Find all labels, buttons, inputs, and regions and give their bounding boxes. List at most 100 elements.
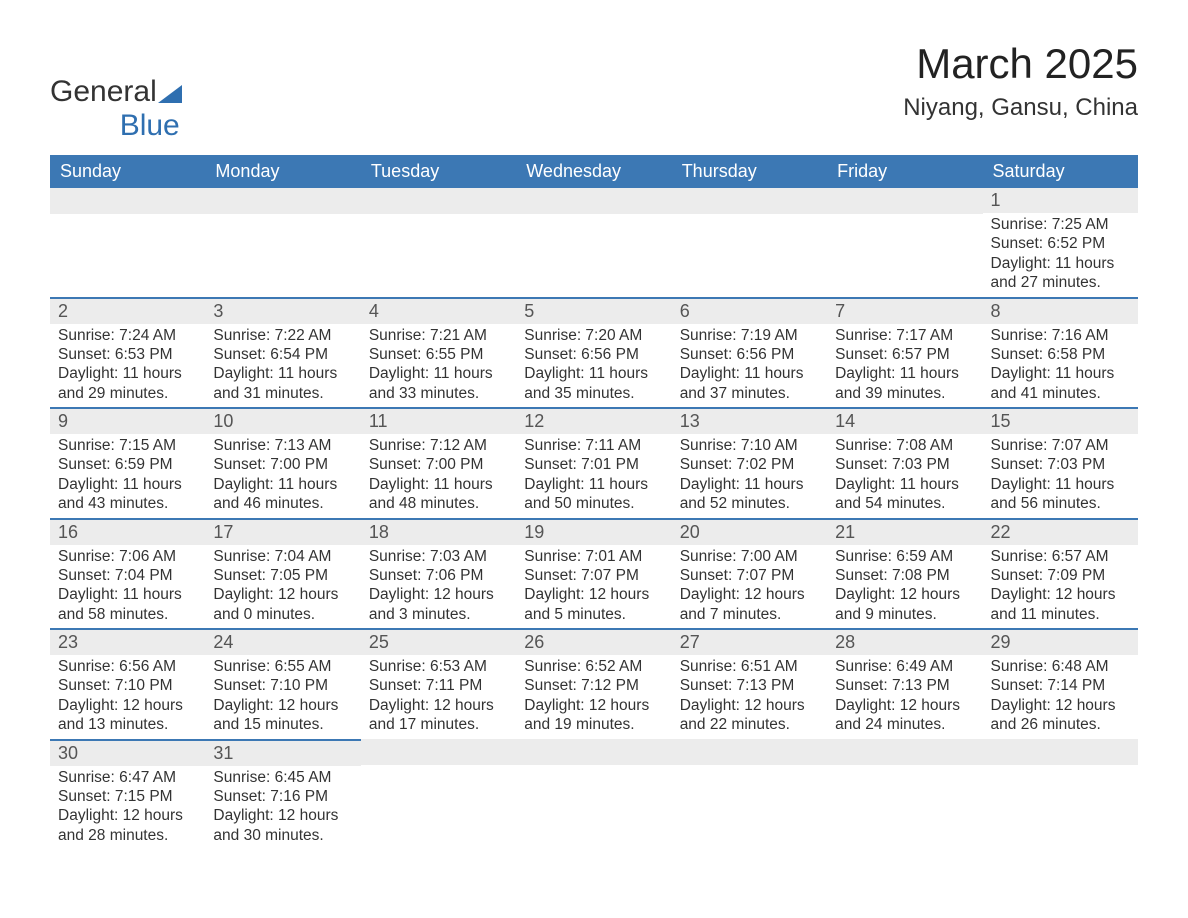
sunrise-text: Sunrise: 7:17 AM [835,326,974,345]
sunrise-text: Sunrise: 7:12 AM [369,436,508,455]
daylight-text-1: Daylight: 11 hours [58,475,197,494]
sunrise-text: Sunrise: 6:55 AM [213,657,352,676]
calendar-cell: 8Sunrise: 7:16 AMSunset: 6:58 PMDaylight… [983,297,1138,408]
day-number-empty [516,188,671,214]
daylight-text-1: Daylight: 11 hours [369,364,508,383]
sunrise-text: Sunrise: 6:51 AM [680,657,819,676]
calendar-cell: 24Sunrise: 6:55 AMSunset: 7:10 PMDayligh… [205,628,360,739]
day-number-empty [827,188,982,214]
day-number-empty [50,188,205,214]
day-number-empty [672,188,827,214]
calendar-cell: 28Sunrise: 6:49 AMSunset: 7:13 PMDayligh… [827,628,982,739]
calendar-cell: 13Sunrise: 7:10 AMSunset: 7:02 PMDayligh… [672,407,827,518]
day-number-empty [361,739,516,765]
sunset-text: Sunset: 6:59 PM [58,455,197,474]
day-body: Sunrise: 7:17 AMSunset: 6:57 PMDaylight:… [827,324,982,408]
calendar-header-row: Sunday Monday Tuesday Wednesday Thursday… [50,155,1138,188]
col-saturday: Saturday [983,155,1138,188]
sunset-text: Sunset: 6:56 PM [680,345,819,364]
daylight-text-1: Daylight: 12 hours [991,585,1130,604]
sunset-text: Sunset: 7:08 PM [835,566,974,585]
day-number: 18 [361,520,516,545]
daylight-text-2: and 28 minutes. [58,826,197,845]
day-body: Sunrise: 6:48 AMSunset: 7:14 PMDaylight:… [983,655,1138,739]
day-number: 19 [516,520,671,545]
daylight-text-2: and 26 minutes. [991,715,1130,734]
day-body: Sunrise: 7:04 AMSunset: 7:05 PMDaylight:… [205,545,360,629]
sunset-text: Sunset: 7:10 PM [58,676,197,695]
day-body: Sunrise: 6:49 AMSunset: 7:13 PMDaylight:… [827,655,982,739]
sunrise-text: Sunrise: 7:19 AM [680,326,819,345]
calendar-cell [361,188,516,297]
sunrise-text: Sunrise: 7:15 AM [58,436,197,455]
day-body: Sunrise: 7:24 AMSunset: 6:53 PMDaylight:… [50,324,205,408]
daylight-text-2: and 50 minutes. [524,494,663,513]
day-body-empty [672,214,827,290]
daylight-text-1: Daylight: 11 hours [213,475,352,494]
day-number: 20 [672,520,827,545]
sunrise-text: Sunrise: 7:03 AM [369,547,508,566]
calendar-cell [672,188,827,297]
sunset-text: Sunset: 7:00 PM [369,455,508,474]
day-number: 3 [205,299,360,324]
daylight-text-2: and 39 minutes. [835,384,974,403]
day-number-empty [827,739,982,765]
sunset-text: Sunset: 7:12 PM [524,676,663,695]
day-number-empty [361,188,516,214]
sunrise-text: Sunrise: 7:24 AM [58,326,197,345]
sunrise-text: Sunrise: 6:49 AM [835,657,974,676]
sunrise-text: Sunrise: 6:59 AM [835,547,974,566]
sunrise-text: Sunrise: 6:53 AM [369,657,508,676]
daylight-text-2: and 13 minutes. [58,715,197,734]
calendar-cell: 17Sunrise: 7:04 AMSunset: 7:05 PMDayligh… [205,518,360,629]
day-body-empty [516,765,671,841]
daylight-text-1: Daylight: 12 hours [369,696,508,715]
page-subtitle: Niyang, Gansu, China [903,94,1138,122]
daylight-text-1: Daylight: 11 hours [524,475,663,494]
calendar-cell: 25Sunrise: 6:53 AMSunset: 7:11 PMDayligh… [361,628,516,739]
sunrise-text: Sunrise: 7:11 AM [524,436,663,455]
day-body-empty [827,765,982,841]
calendar-cell: 19Sunrise: 7:01 AMSunset: 7:07 PMDayligh… [516,518,671,629]
sunset-text: Sunset: 7:10 PM [213,676,352,695]
day-number: 30 [50,741,205,766]
calendar-cell [983,739,1138,850]
daylight-text-2: and 41 minutes. [991,384,1130,403]
sunset-text: Sunset: 7:03 PM [991,455,1130,474]
daylight-text-1: Daylight: 12 hours [991,696,1130,715]
day-body-empty [672,765,827,841]
day-body: Sunrise: 7:07 AMSunset: 7:03 PMDaylight:… [983,434,1138,518]
daylight-text-1: Daylight: 12 hours [213,696,352,715]
day-number: 26 [516,630,671,655]
daylight-text-2: and 48 minutes. [369,494,508,513]
sunset-text: Sunset: 7:09 PM [991,566,1130,585]
sunset-text: Sunset: 7:15 PM [58,787,197,806]
daylight-text-1: Daylight: 11 hours [835,364,974,383]
day-number-empty [672,739,827,765]
daylight-text-2: and 19 minutes. [524,715,663,734]
day-body: Sunrise: 7:19 AMSunset: 6:56 PMDaylight:… [672,324,827,408]
calendar-cell: 27Sunrise: 6:51 AMSunset: 7:13 PMDayligh… [672,628,827,739]
day-number: 27 [672,630,827,655]
sunrise-text: Sunrise: 7:01 AM [524,547,663,566]
calendar-week-row: 23Sunrise: 6:56 AMSunset: 7:10 PMDayligh… [50,628,1138,739]
sunrise-text: Sunrise: 7:22 AM [213,326,352,345]
day-number: 29 [983,630,1138,655]
daylight-text-2: and 54 minutes. [835,494,974,513]
daylight-text-1: Daylight: 11 hours [369,475,508,494]
sunrise-text: Sunrise: 7:08 AM [835,436,974,455]
daylight-text-2: and 37 minutes. [680,384,819,403]
sunset-text: Sunset: 6:53 PM [58,345,197,364]
daylight-text-2: and 11 minutes. [991,605,1130,624]
daylight-text-2: and 7 minutes. [680,605,819,624]
day-body: Sunrise: 7:20 AMSunset: 6:56 PMDaylight:… [516,324,671,408]
calendar-week-row: 16Sunrise: 7:06 AMSunset: 7:04 PMDayligh… [50,518,1138,629]
sunrise-text: Sunrise: 7:20 AM [524,326,663,345]
daylight-text-1: Daylight: 12 hours [835,696,974,715]
day-body: Sunrise: 6:52 AMSunset: 7:12 PMDaylight:… [516,655,671,739]
calendar-cell: 31Sunrise: 6:45 AMSunset: 7:16 PMDayligh… [205,739,360,850]
daylight-text-1: Daylight: 11 hours [680,364,819,383]
day-number: 10 [205,409,360,434]
daylight-text-1: Daylight: 12 hours [524,585,663,604]
daylight-text-1: Daylight: 12 hours [835,585,974,604]
